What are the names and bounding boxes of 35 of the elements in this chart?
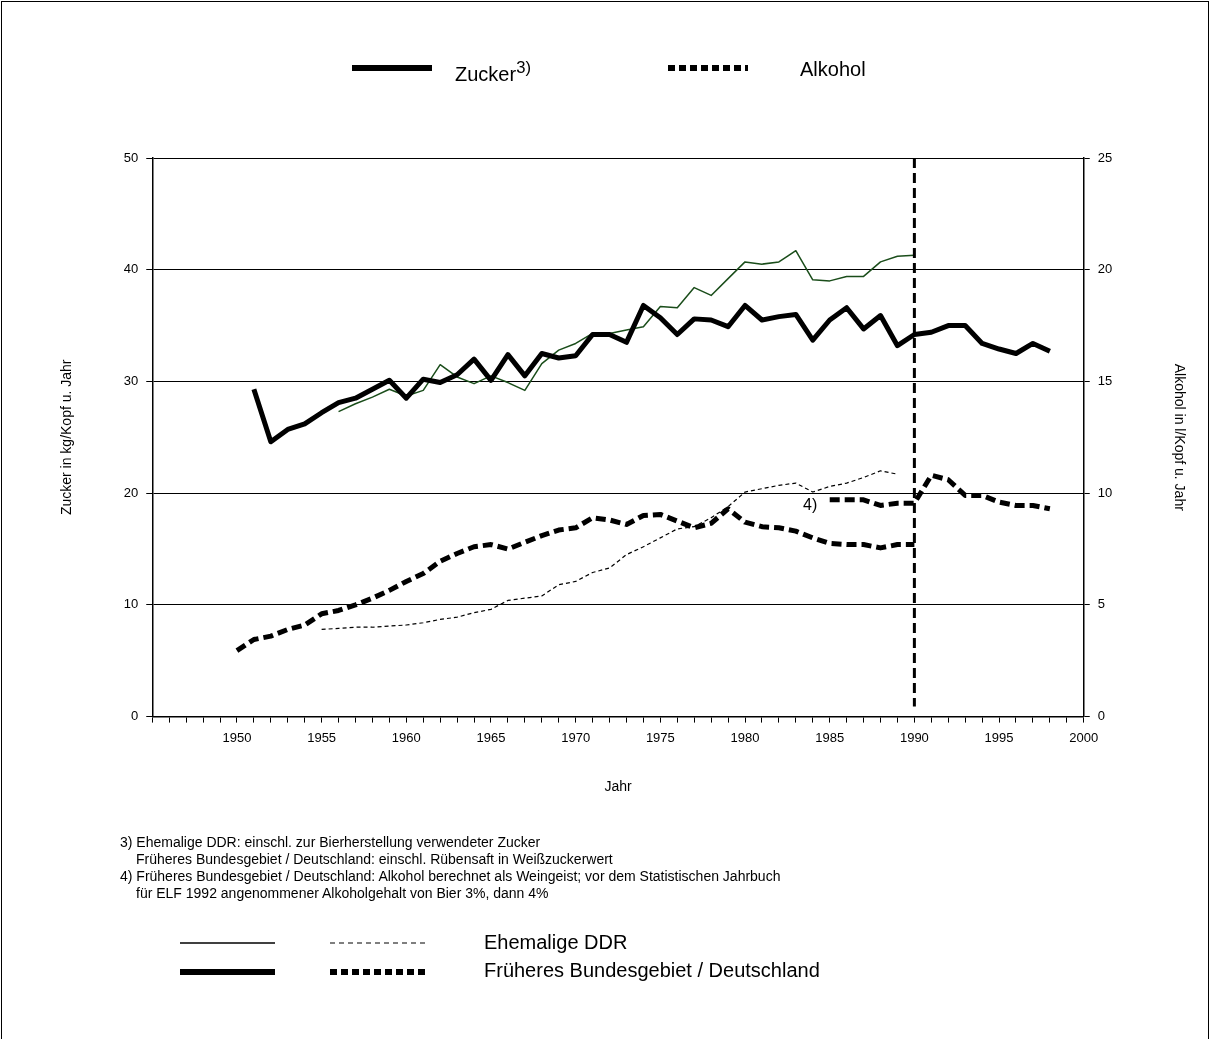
x-tick-label: 1990 (899, 729, 929, 745)
y2-tick-label: 15 (1097, 373, 1113, 389)
text: 3) Ehemalige DDR: einschl. zur Bierherstellung verwendeter Zucker (120, 834, 541, 850)
y2-tick-label: 5 (1097, 596, 1105, 612)
x-tick-label: 1955 (307, 729, 337, 745)
x-tick-label: 1980 (730, 729, 760, 745)
text: Alkohol (800, 58, 866, 81)
text: für ELF 1992 angenommener Alkoholgehalt von Bier 3%, dann 4% (136, 885, 549, 901)
text: 4) Früheres Bundesgebiet / Deutschland: Alkohol berechnet als Weingeist; vor dem Statistischen Jahrbuch (120, 868, 781, 884)
text: Früheres Bundesgebiet / Deutschland (484, 959, 820, 982)
y2-axis-title: Alkohol in l/Kopf u. Jahr (1171, 363, 1188, 512)
y-tick-label: 30 (123, 373, 139, 389)
x-tick-label: 1950 (222, 729, 252, 745)
y-tick-label: 50 (123, 149, 139, 165)
x-axis-title: Jahr (604, 778, 632, 795)
y2-tick-label: 25 (1097, 149, 1113, 165)
annotation: 4) (803, 496, 818, 514)
text: Zucker$^{3)}$ (455, 58, 531, 86)
y2-tick-label: 0 (1097, 708, 1105, 724)
x-tick-label: 1995 (984, 729, 1014, 745)
x-tick-label: 2000 (1069, 729, 1099, 745)
y-tick-label: 0 (131, 708, 139, 724)
text: Ehemalige DDR (484, 931, 628, 954)
y-axis-title: Zucker in kg/Kopf u. Jahr (58, 359, 75, 516)
x-tick-label: 1965 (476, 729, 506, 745)
y-tick-label: 10 (123, 596, 139, 612)
x-tick-label: 1985 (815, 729, 845, 745)
x-tick-label: 1970 (561, 729, 591, 745)
text: Früheres Bundesgebiet / Deutschland: einschl. Rübensaft in Weißzuckerwert (136, 851, 613, 867)
y2-tick-label: 10 (1097, 484, 1113, 500)
y-tick-label: 20 (123, 484, 139, 500)
y2-tick-label: 20 (1097, 261, 1113, 277)
x-tick-label: 1960 (391, 729, 421, 745)
y-tick-label: 40 (123, 261, 139, 277)
x-tick-label: 1975 (645, 729, 675, 745)
